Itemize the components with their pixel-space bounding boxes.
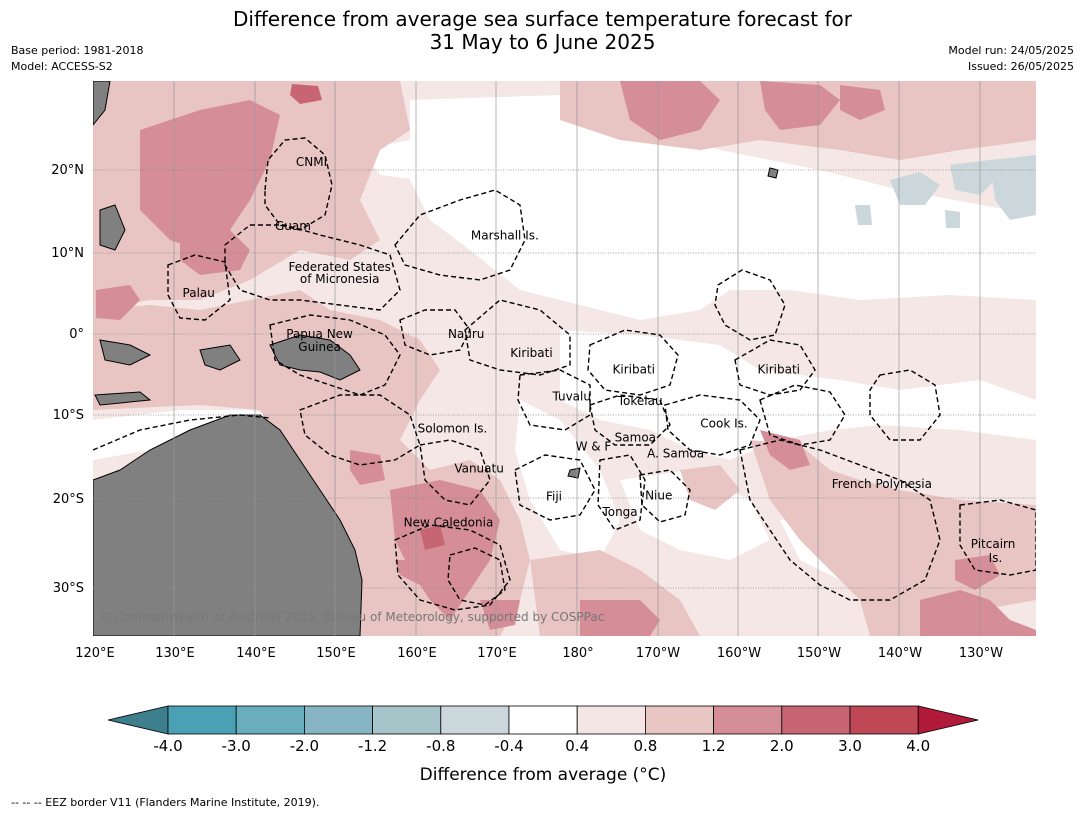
cool-anomaly-areas: [855, 155, 1036, 228]
colorbar-bin: [781, 705, 851, 735]
place-label: W & F: [576, 439, 612, 453]
colorbar-tick: -0.8: [426, 737, 455, 755]
map-title: Difference from average sea surface temp…: [0, 8, 1085, 54]
place-label: Marshall Is.: [471, 229, 539, 243]
place-label: Papua New: [286, 327, 353, 341]
place-label: French Polynesia: [832, 477, 932, 491]
place-label: Kiribati: [758, 362, 800, 376]
landmasses: [93, 81, 779, 636]
place-label: Kiribati: [613, 362, 655, 376]
title-line-2: 31 May to 6 June 2025: [429, 30, 656, 54]
place-label: Niue: [645, 489, 672, 503]
place-label: Federated States: [288, 260, 390, 274]
metadata-left: Base period: 1981-2018 Model: ACCESS-S2: [11, 43, 143, 75]
lat-tick: 10°N: [51, 246, 84, 261]
lon-tick: 180°: [562, 646, 593, 661]
colorbar: -4.0 -3.0 -2.0 -1.2 -0.8 -0.4 0.4 0.8 1.2 2.0 3.0 4…: [107, 705, 979, 755]
base-period: Base period: 1981-2018: [11, 44, 144, 57]
lon-tick: 170°W: [636, 646, 680, 661]
lon-tick: 130°E: [155, 646, 195, 661]
place-label: New Caledonia: [404, 516, 494, 530]
place-label: of Micronesia: [300, 272, 380, 286]
place-label: Tuvalu: [551, 389, 591, 403]
colorbar-tick: -0.4: [494, 737, 523, 755]
colorbar-extend-high: [917, 705, 979, 735]
colorbar-tick: -4.0: [153, 737, 182, 755]
eez-footnote: -- -- -- EEZ border V11 (Flanders Marine…: [11, 796, 320, 809]
place-label: Pitcairn: [971, 537, 1016, 551]
lon-tick: 150°E: [316, 646, 356, 661]
colorbar-tick: 1.2: [702, 737, 726, 755]
place-label: Is.: [989, 551, 1003, 565]
copyright-notice: © Commonwealth of Australia 2025, Bureau…: [99, 610, 604, 624]
colorbar-tick: 0.4: [565, 737, 589, 755]
graticule: [93, 169, 1036, 589]
place-label: CNMI: [296, 155, 327, 169]
lon-tick: 160°W: [717, 646, 761, 661]
colorbar-tick: 4.0: [906, 737, 930, 755]
colorbar-bin: [303, 705, 373, 735]
place-label: Tonga: [601, 505, 637, 519]
warm-2.0-3.0-areas: [290, 84, 445, 550]
place-label: Vanuatu: [454, 461, 504, 475]
metadata-right: Model run: 24/05/2025 Issued: 26/05/2025: [948, 43, 1074, 75]
lon-tick: 150°W: [797, 646, 841, 661]
lat-tick: 30°S: [53, 581, 84, 596]
colorbar-label: Difference from average (°C): [420, 765, 667, 785]
eez-borders: [93, 137, 1036, 611]
model-name: Model: ACCESS-S2: [11, 60, 113, 73]
lon-tick: 140°E: [236, 646, 276, 661]
colorbar-tick: 0.8: [633, 737, 657, 755]
map-panel: © Commonwealth of Australia 2025, Bureau…: [93, 81, 1036, 636]
longitude-tick-labels: 120°E 130°E 140°E 150°E 160°E 170°E 180°…: [75, 646, 1003, 661]
place-label: Nauru: [448, 327, 484, 341]
colorbar-bin: [372, 705, 442, 735]
colorbar-bin: [576, 705, 646, 735]
place-label: Guinea: [298, 340, 341, 354]
colorbar-bin: [849, 705, 919, 735]
warm-1.2-2.0-areas: [96, 81, 1036, 636]
place-label: Samoa: [615, 430, 656, 444]
colorbar-tick: -2.0: [290, 737, 319, 755]
model-run: Model run: 24/05/2025: [948, 44, 1074, 57]
colorbar-bin: [235, 705, 305, 735]
lon-tick: 170°E: [477, 646, 517, 661]
colorbar-bin: [713, 705, 783, 735]
graticule-meridians: [173, 81, 981, 636]
colorbar-bin: [508, 705, 578, 735]
lat-tick: 0°: [69, 327, 84, 342]
place-label: Cook Is.: [700, 416, 747, 430]
colorbar-tick: -3.0: [222, 737, 251, 755]
colorbar-bin: [440, 705, 510, 735]
latitude-tick-labels: 20°N 10°N 0° 10°S 20°S 30°S: [51, 163, 84, 596]
place-label: Guam: [275, 219, 311, 233]
place-label: Palau: [183, 286, 215, 300]
colorbar-extend-low: [107, 705, 169, 735]
colorbar-tick: -1.2: [358, 737, 387, 755]
map-figure: © Commonwealth of Australia 2025, Bureau…: [51, 81, 1036, 785]
issued-date: Issued: 26/05/2025: [967, 60, 1074, 73]
place-label: Solomon Is.: [418, 421, 488, 435]
lat-tick: 20°S: [53, 492, 84, 507]
colorbar-bin: [645, 705, 715, 735]
place-label: Fiji: [546, 489, 562, 503]
lat-tick: 20°N: [51, 163, 84, 178]
place-label: Kiribati: [510, 346, 552, 360]
place-label: Tokelau: [617, 394, 663, 408]
lon-tick: 160°E: [397, 646, 437, 661]
lon-tick: 120°E: [75, 646, 115, 661]
title-line-1: Difference from average sea surface temp…: [232, 7, 852, 31]
colorbar-tick: 3.0: [838, 737, 862, 755]
place-label: A. Samoa: [647, 447, 704, 461]
colorbar-bin: [167, 705, 237, 735]
colorbar-tick: 2.0: [770, 737, 794, 755]
lat-tick: 10°S: [53, 408, 84, 423]
lon-tick: 130°W: [959, 646, 1003, 661]
lon-tick: 140°W: [878, 646, 922, 661]
